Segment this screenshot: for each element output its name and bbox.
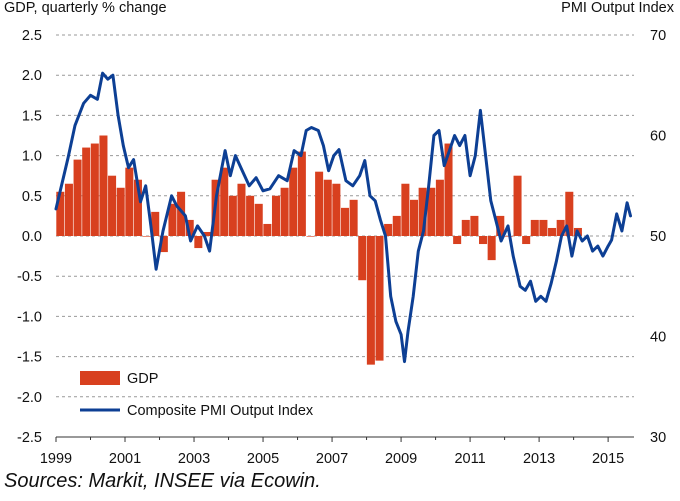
gdp-bar xyxy=(56,191,65,236)
left-tick-label: -2.0 xyxy=(17,390,42,406)
gdp-bar xyxy=(556,219,565,236)
gdp-bar xyxy=(479,236,488,245)
gdp-bar xyxy=(453,236,462,245)
x-tick-label: 2003 xyxy=(178,451,210,467)
right-tick-label: 50 xyxy=(650,229,666,245)
legend-gdp-swatch xyxy=(80,371,120,385)
gdp-bar xyxy=(366,236,375,365)
right-tick-label: 70 xyxy=(650,28,666,44)
x-tick-label: 2007 xyxy=(316,451,348,467)
gdp-bar xyxy=(401,183,410,236)
gdp-bar xyxy=(332,183,341,236)
gdp-bars xyxy=(56,135,582,365)
gdp-bar xyxy=(151,211,160,236)
gdp-bar xyxy=(289,167,298,236)
axes: 2.5 2.0 1.5 1.0 0.5 0.0 -0.5 -1.0 -1.5 -2.0 -2.5 70… xyxy=(17,28,666,467)
gdp-bar xyxy=(246,195,255,236)
left-tick-label: -0.5 xyxy=(17,269,42,285)
gdp-bar xyxy=(280,187,289,236)
left-tick-label: 0.5 xyxy=(22,189,42,205)
gdp-bar xyxy=(461,219,470,236)
gdp-bar xyxy=(539,219,548,236)
gdp-bar xyxy=(522,236,531,245)
left-tick-label: -1.0 xyxy=(17,309,42,325)
x-tick-label: 2005 xyxy=(247,451,279,467)
left-tick-label: -2.5 xyxy=(17,430,42,446)
gdp-bar xyxy=(254,203,263,236)
gdp-bar xyxy=(349,199,358,236)
legend-gdp-label: GDP xyxy=(127,371,158,387)
gdp-bar xyxy=(323,179,332,236)
gdp-bar xyxy=(392,215,401,236)
gdp-bar xyxy=(271,195,280,236)
gdp-bar xyxy=(435,179,444,236)
x-tick-label: 1999 xyxy=(40,451,72,467)
pmi-series-line xyxy=(54,71,632,364)
gdp-bar xyxy=(99,135,108,236)
gdp-bar xyxy=(159,236,168,253)
gdp-bar xyxy=(548,227,557,236)
gdp-bar xyxy=(64,183,73,236)
gdp-bar xyxy=(168,203,177,236)
right-tick-label: 40 xyxy=(650,330,666,346)
gdp-bar xyxy=(315,171,324,236)
legend: GDP Composite PMI Output Index xyxy=(80,371,314,419)
right-tick-label: 60 xyxy=(650,129,666,145)
left-axis-title: GDP, quarterly % change xyxy=(4,0,167,16)
gdp-bar xyxy=(427,187,436,236)
gdp-bar xyxy=(133,179,142,236)
gdp-bar xyxy=(142,236,151,237)
gdp-bar xyxy=(73,159,82,236)
pmi-line xyxy=(54,71,632,364)
gdp-bar xyxy=(116,187,125,236)
gdp-pmi-chart: 2.5 2.0 1.5 1.0 0.5 0.0 -0.5 -1.0 -1.5 -2.0 -2.5 70… xyxy=(17,28,666,467)
gdp-bar xyxy=(228,195,237,236)
gdp-bar xyxy=(108,175,117,236)
gdp-bar xyxy=(82,147,91,236)
gdp-bar xyxy=(530,219,539,236)
gdp-bar xyxy=(444,143,453,236)
legend-pmi-label: Composite PMI Output Index xyxy=(127,403,314,419)
gdp-bar xyxy=(375,236,384,361)
gdp-bar xyxy=(358,236,367,281)
gdp-bar xyxy=(297,151,306,236)
gdp-bar xyxy=(177,191,186,236)
gdp-bar xyxy=(220,167,229,236)
gdp-bar xyxy=(565,191,574,236)
left-tick-label: 0.0 xyxy=(22,229,42,245)
gdp-bar xyxy=(487,236,496,261)
source-note: Sources: Markit, INSEE via Ecowin. xyxy=(4,470,321,492)
grid-lines xyxy=(56,34,634,398)
gdp-bar xyxy=(496,215,505,236)
gdp-bar xyxy=(410,199,419,236)
left-tick-label: -1.5 xyxy=(17,350,42,366)
gdp-bar xyxy=(185,219,194,236)
gdp-bar xyxy=(418,187,427,236)
gdp-bar xyxy=(306,236,315,237)
gdp-bar xyxy=(202,231,211,236)
gdp-bar xyxy=(470,215,479,236)
left-tick-label: 2.0 xyxy=(22,68,42,84)
gdp-bar xyxy=(125,167,134,236)
gdp-bar xyxy=(513,175,522,236)
x-tick-label: 2011 xyxy=(454,451,485,467)
gdp-bar xyxy=(194,236,203,249)
right-axis-title: PMI Output Index xyxy=(561,0,674,16)
x-tick-label: 2015 xyxy=(592,451,624,467)
left-tick-label: 1.5 xyxy=(22,108,42,124)
gdp-bar xyxy=(263,223,272,236)
x-tick-label: 2013 xyxy=(523,451,555,467)
gdp-bar xyxy=(340,207,350,236)
x-tick-label: 2009 xyxy=(385,451,417,467)
gdp-bar xyxy=(384,223,393,236)
gdp-bar xyxy=(90,143,99,236)
right-tick-label: 30 xyxy=(650,430,666,446)
left-tick-label: 1.0 xyxy=(22,149,42,165)
x-tick-label: 2001 xyxy=(109,451,141,467)
left-tick-label: 2.5 xyxy=(22,28,42,44)
gdp-bar xyxy=(237,183,246,236)
